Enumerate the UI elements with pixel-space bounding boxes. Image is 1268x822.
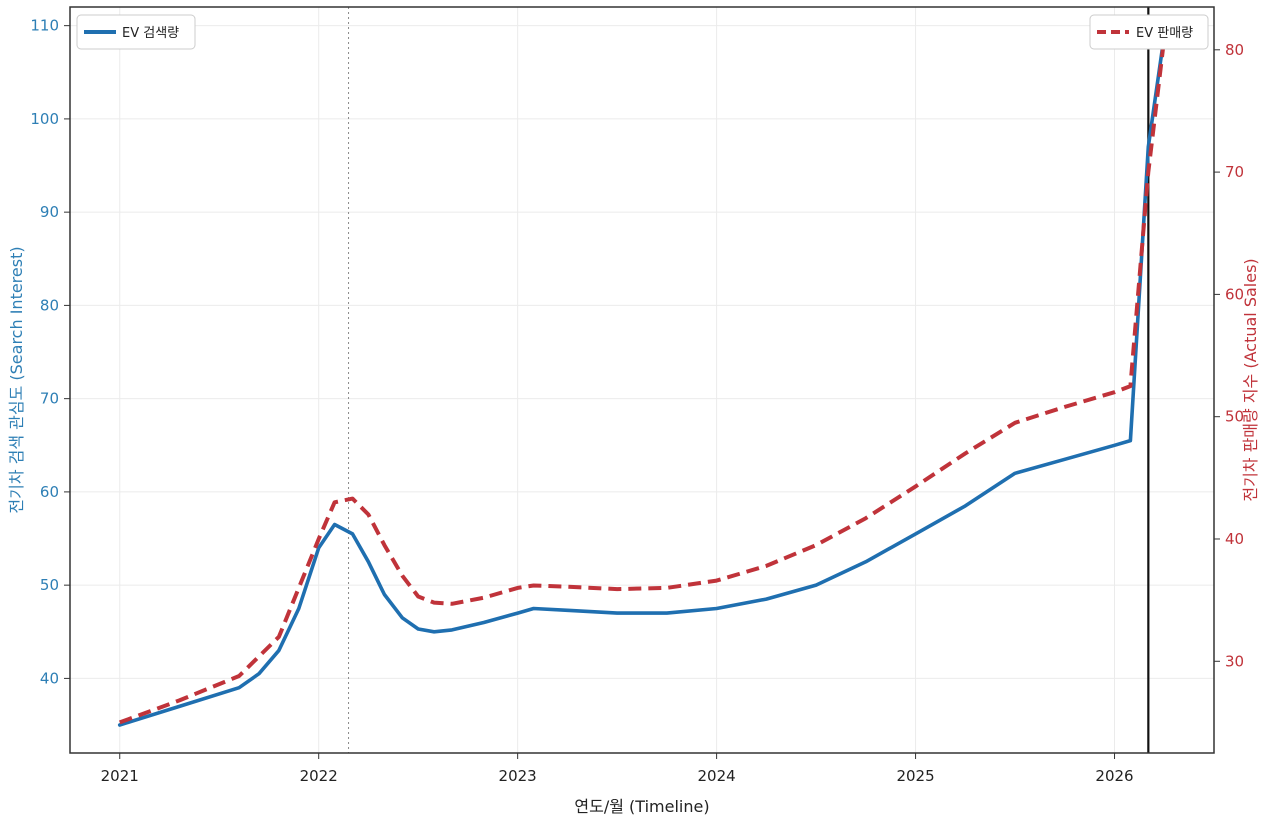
y-left-tick-label: 90 (40, 203, 59, 221)
legend-left: EV 검색량 (76, 14, 196, 50)
y-left-tick-label: 50 (40, 576, 59, 594)
x-tick-label: 2023 (499, 767, 537, 785)
y-right-tick-label: 50 (1225, 408, 1244, 426)
y-right-tick-label: 30 (1225, 652, 1244, 670)
x-tick-label: 2026 (1095, 767, 1133, 785)
legend-right-box (1089, 14, 1209, 50)
x-tick-label: 2024 (698, 767, 736, 785)
y-left-tick-label: 100 (30, 110, 59, 128)
legend-right: EV 판매량 (1089, 14, 1209, 50)
y-right-tick-label: 80 (1225, 41, 1244, 59)
left-axis-title: 전기차 검색 관심도 (Search Interest) (7, 246, 26, 513)
y-left-tick-label: 80 (40, 296, 59, 314)
x-tick-label: 2022 (300, 767, 338, 785)
legend-right-label: EV 판매량 (1136, 26, 1193, 41)
y-right-tick-label: 60 (1225, 285, 1244, 303)
grid-layer (70, 7, 1214, 753)
legend-left-box (76, 14, 196, 50)
plot-frame (69, 6, 1215, 754)
x-tick-label: 2021 (101, 767, 139, 785)
y-left-tick-label: 110 (30, 17, 59, 35)
vline-layer (348, 7, 1150, 753)
legend-left-label: EV 검색량 (122, 26, 179, 41)
tick-layer: 2021 2022 2023 2024 2025 2026 40 50 60 70 80 90 100 1… (30, 17, 1244, 785)
series-line-sales (119, 37, 1167, 725)
y-left-tick-label: 60 (40, 483, 59, 501)
series-layer (117, 33, 1167, 727)
y-left-tick-label: 70 (40, 390, 59, 408)
series-line-search (117, 33, 1167, 727)
x-axis-title: 연도/월 (Timeline) (574, 797, 709, 816)
y-right-tick-label: 40 (1225, 530, 1244, 548)
y-left-tick-label: 40 (40, 669, 59, 687)
x-tick-label: 2025 (896, 767, 934, 785)
y-right-tick-label: 70 (1225, 163, 1244, 181)
right-axis-title: 전기차 판매량 지수 (Actual Sales) (1241, 258, 1260, 501)
